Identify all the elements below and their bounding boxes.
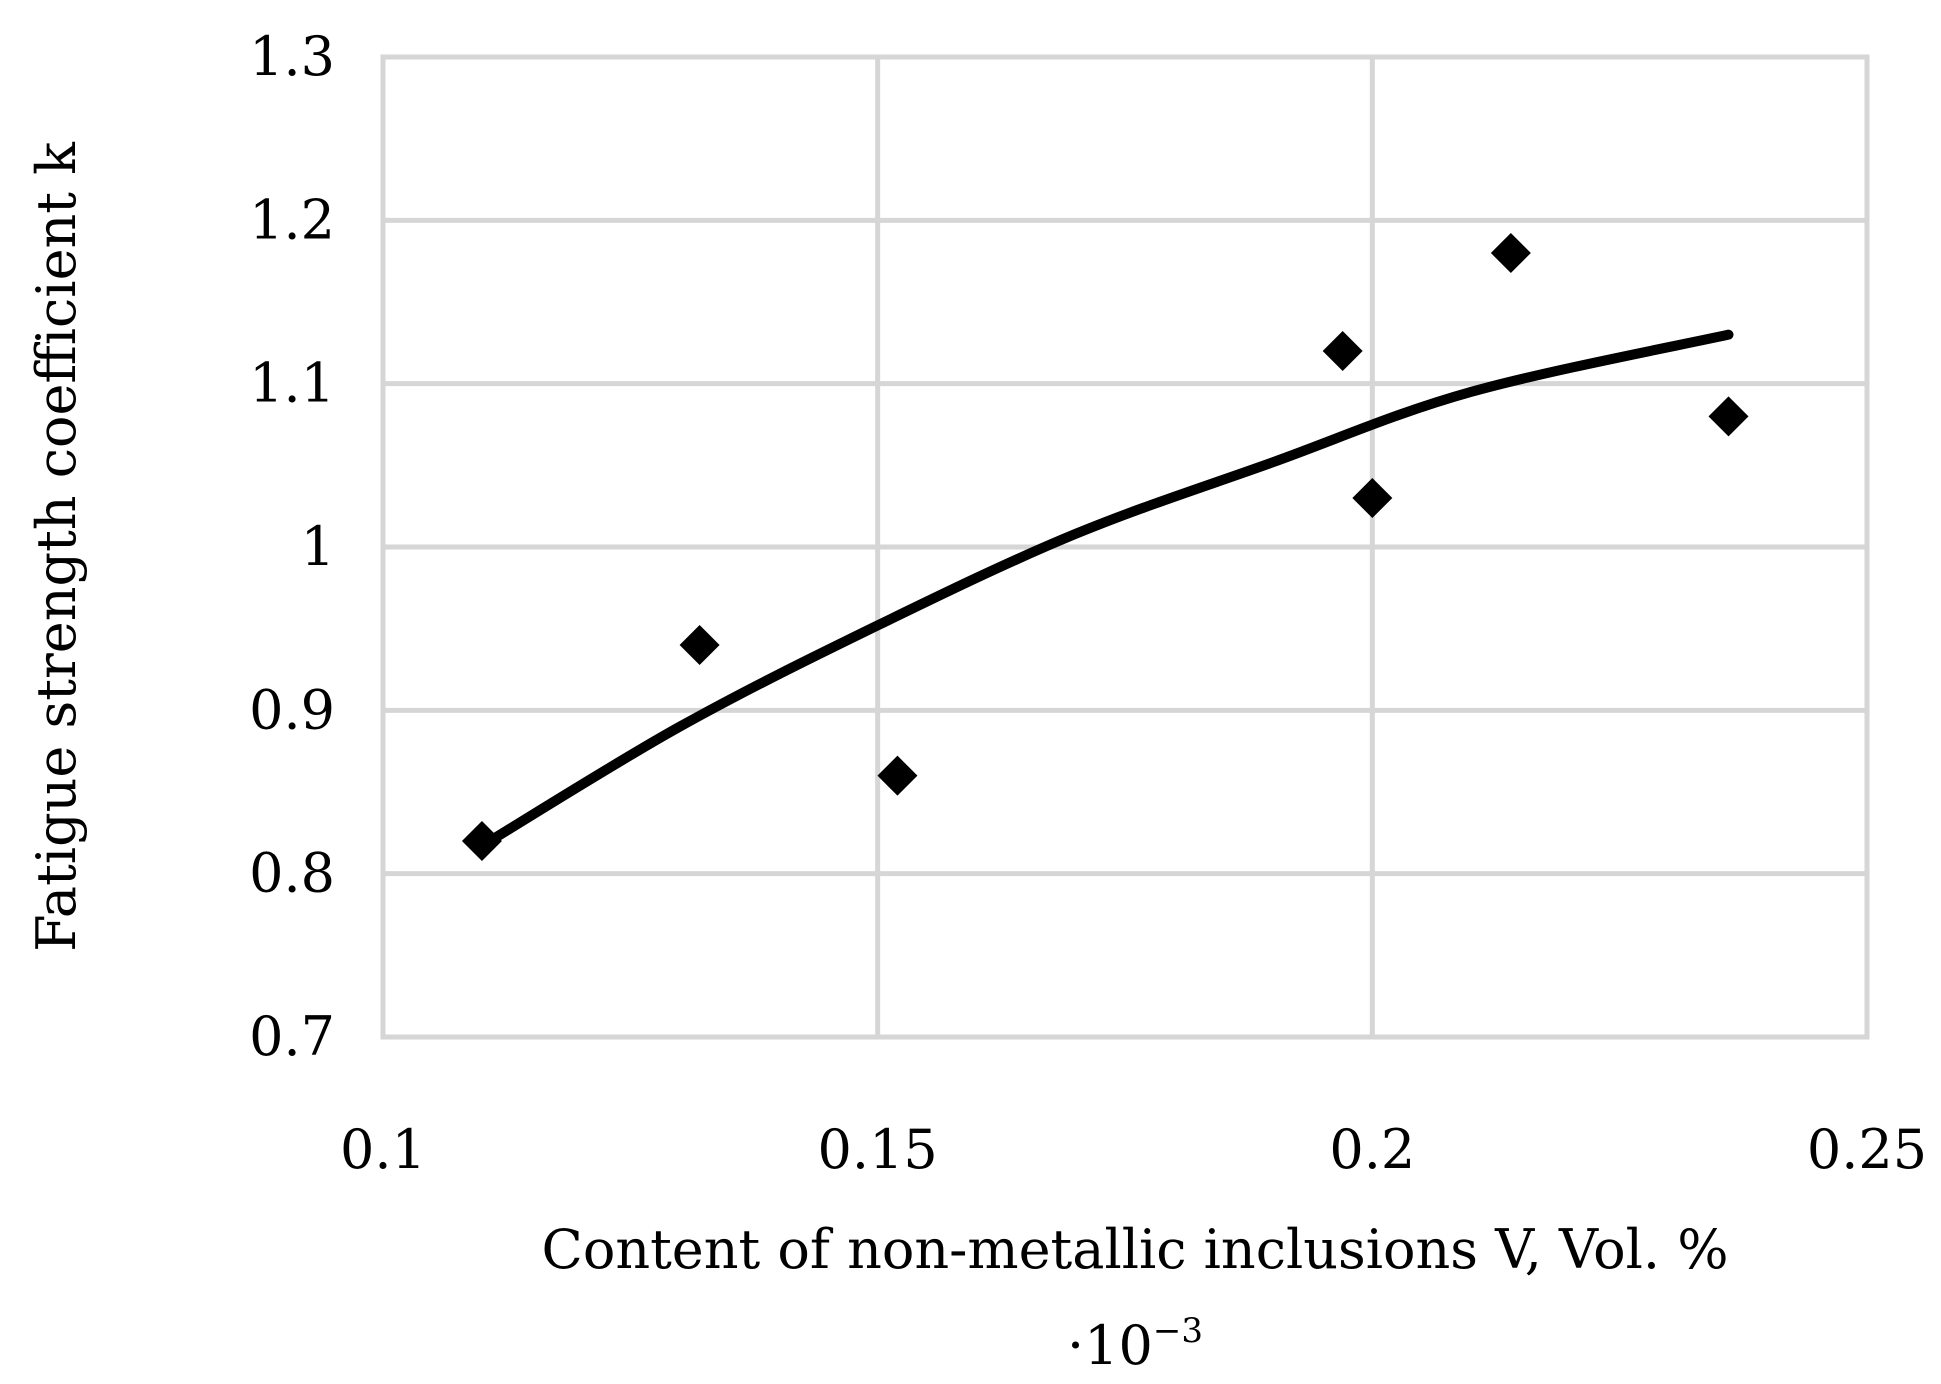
- x-axis-label-multiplier-exponent: −3: [1153, 1311, 1203, 1351]
- y-tick-label: 0.9: [249, 678, 335, 741]
- data-point: [1322, 331, 1363, 371]
- data-point: [1708, 396, 1749, 437]
- data-point: [877, 755, 918, 796]
- x-axis-label-multiplier: ·10−3: [1067, 1311, 1203, 1377]
- trendline-group: [476, 329, 1734, 851]
- y-tick-label: 0.7: [249, 1005, 335, 1068]
- x-tick-label: 0.25: [1807, 1118, 1927, 1181]
- y-tick-label: 1.1: [249, 352, 335, 415]
- y-tick-label: 0.8: [249, 842, 335, 905]
- data-point: [1352, 478, 1393, 518]
- y-tick-label: 1.2: [249, 188, 335, 251]
- data-points: [461, 233, 1749, 861]
- trendline: [476, 329, 1734, 851]
- x-tick-label: 0.1: [340, 1118, 426, 1181]
- data-point: [679, 625, 720, 665]
- x-tick-label: 0.2: [1329, 1118, 1415, 1181]
- x-axis-label-multiplier-base: ·10: [1067, 1314, 1153, 1377]
- y-tick-label: 1: [301, 515, 335, 578]
- tick-labels: 0.7 0.8 0.9 1 1.1 1.2 1.3 0.1 0.15 0.2 0.25: [249, 25, 1927, 1181]
- y-axis-label: Fatigue strength coefficient k: [25, 141, 88, 952]
- data-point: [461, 821, 502, 861]
- y-tick-label: 1.3: [249, 25, 335, 88]
- data-point: [1490, 233, 1531, 273]
- x-axis-label: Content of non-metallic inclusions V, Vo…: [542, 1218, 1729, 1281]
- gridlines: [380, 54, 1870, 1040]
- x-tick-label: 0.15: [818, 1118, 938, 1181]
